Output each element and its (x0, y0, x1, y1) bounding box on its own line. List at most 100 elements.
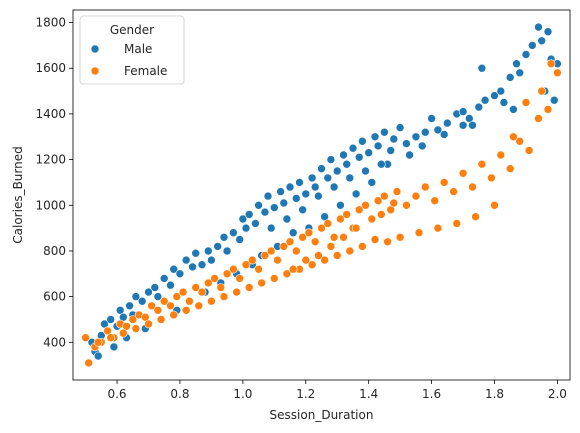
point-female (248, 255, 257, 265)
point-male (543, 27, 553, 37)
point-male (282, 214, 292, 224)
x-axis-label: Session_Duration (270, 408, 374, 422)
point-female (194, 301, 204, 311)
point-male (188, 262, 197, 272)
point-male (458, 107, 468, 116)
point-female (279, 242, 289, 251)
point-male (512, 59, 521, 69)
point-female (389, 198, 399, 208)
point-male (241, 223, 251, 233)
point-male (276, 187, 285, 196)
y-axis-ticks: 400 600 800 1000 1200 1400 1600 1800 (35, 16, 73, 349)
point-female (345, 246, 355, 256)
point-male (521, 50, 531, 59)
point-female (553, 68, 562, 78)
point-male (301, 189, 311, 199)
point-female (354, 205, 364, 215)
x-tick-label: 1.0 (233, 387, 252, 401)
point-female (546, 59, 556, 69)
point-male (342, 159, 352, 169)
point-female (430, 196, 440, 205)
point-male (317, 164, 326, 173)
point-female (439, 178, 449, 187)
x-tick-label: 0.6 (107, 387, 126, 401)
point-female (291, 246, 301, 256)
point-female (320, 255, 329, 265)
point-male (314, 191, 323, 201)
point-female (81, 333, 90, 343)
x-tick-label: 1.6 (422, 387, 441, 401)
point-male (332, 166, 342, 176)
point-male (235, 235, 244, 244)
point-male (197, 260, 207, 270)
legend-label-male: Male (124, 42, 152, 56)
point-male (527, 41, 537, 50)
point-female (336, 214, 345, 224)
point-female (477, 159, 487, 169)
point-female (298, 233, 307, 242)
point-male (427, 114, 436, 123)
point-female (487, 173, 496, 183)
point-female (392, 187, 402, 196)
point-male (93, 351, 103, 361)
point-male (534, 22, 543, 32)
point-female (534, 114, 543, 123)
point-female (191, 283, 200, 292)
point-female (169, 310, 178, 320)
point-male (411, 132, 421, 142)
legend: Gender Male Female (79, 15, 185, 85)
point-female (273, 255, 282, 265)
legend-label-female: Female (124, 64, 167, 78)
plot-frame (72, 9, 571, 381)
point-female (159, 296, 169, 306)
y-tick-label: 1600 (35, 61, 66, 75)
point-female (411, 191, 421, 201)
point-male (169, 264, 178, 274)
point-female (197, 287, 207, 297)
point-female (204, 278, 213, 288)
point-female (257, 278, 267, 288)
point-male (420, 127, 430, 137)
point-female (317, 223, 326, 233)
point-male (295, 178, 304, 187)
point-male (238, 214, 248, 224)
point-female (339, 233, 348, 242)
point-female (490, 201, 499, 210)
point-male (439, 130, 449, 139)
point-male (326, 155, 336, 164)
point-female (310, 237, 320, 247)
point-female (314, 251, 323, 260)
point-male (150, 283, 160, 292)
point-male (496, 86, 506, 96)
point-female (326, 242, 336, 251)
point-male (348, 143, 358, 153)
point-female (537, 86, 547, 96)
x-tick-label: 2.0 (548, 387, 567, 401)
point-female (358, 242, 367, 251)
point-female (131, 324, 141, 333)
point-male (207, 255, 216, 265)
point-male (213, 242, 222, 251)
point-female (260, 251, 270, 260)
y-tick-label: 1400 (35, 107, 66, 121)
point-male (219, 233, 229, 242)
point-female (420, 182, 430, 192)
y-tick-label: 1000 (35, 198, 66, 212)
point-female (496, 150, 506, 160)
point-male (433, 125, 443, 135)
point-male (229, 228, 238, 237)
point-female (373, 196, 383, 205)
point-male (323, 173, 333, 183)
x-tick-label: 1.8 (485, 387, 504, 401)
x-tick-label: 1.2 (296, 387, 315, 401)
point-male (310, 182, 320, 192)
point-female (235, 274, 244, 283)
y-tick-label: 600 (43, 290, 66, 304)
x-tick-label: 1.4 (359, 387, 378, 401)
point-male (159, 274, 169, 283)
point-male (499, 98, 509, 107)
point-male (417, 141, 427, 151)
point-female (367, 214, 377, 224)
point-female (144, 319, 153, 329)
